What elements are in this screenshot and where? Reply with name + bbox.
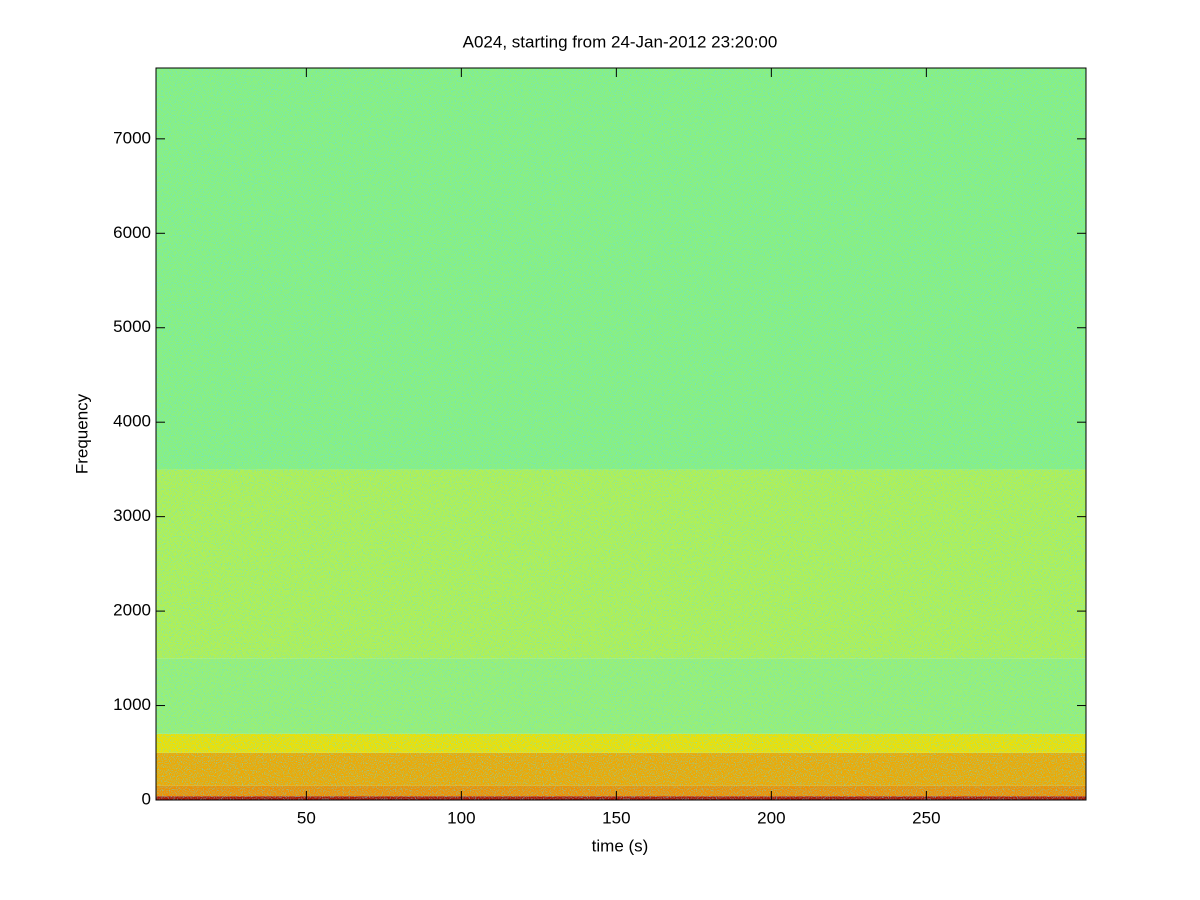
- y-tick-label: 1000: [113, 695, 151, 714]
- y-tick-label: 2000: [113, 601, 151, 620]
- y-tick-label: 6000: [113, 223, 151, 242]
- x-tick-label: 250: [912, 808, 940, 827]
- x-tick-label: 50: [297, 808, 316, 827]
- y-axis-label: Frequency: [72, 393, 91, 474]
- chart-title: A024, starting from 24-Jan-2012 23:20:00: [463, 32, 778, 51]
- y-tick-label: 7000: [113, 128, 151, 147]
- x-tick-label: 200: [757, 808, 785, 827]
- x-tick-label: 100: [447, 808, 475, 827]
- axes-box: [155, 67, 1087, 801]
- plot-area: [156, 68, 1086, 800]
- x-tick-label: 150: [602, 808, 630, 827]
- y-tick-label: 5000: [113, 317, 151, 336]
- y-tick-label: 4000: [113, 412, 151, 431]
- x-axis-label: time (s): [592, 836, 649, 855]
- y-tick-label: 0: [142, 789, 151, 808]
- noise-texture: [156, 68, 1086, 800]
- y-tick-label: 3000: [113, 506, 151, 525]
